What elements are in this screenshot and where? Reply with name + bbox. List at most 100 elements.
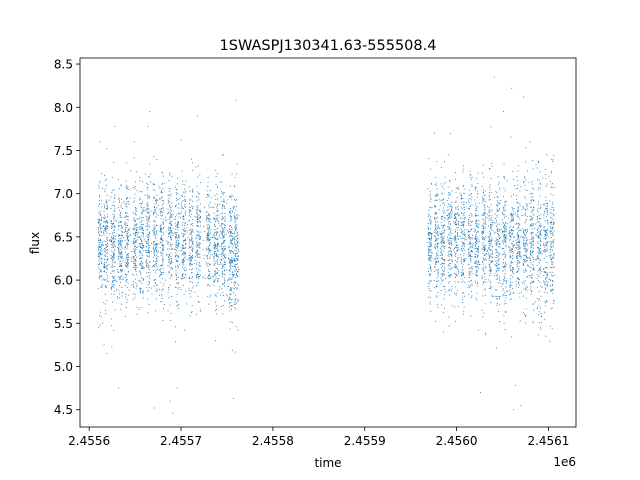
data-point	[463, 313, 464, 315]
data-point	[503, 222, 505, 224]
data-point	[518, 287, 519, 288]
data-point	[223, 263, 225, 265]
data-point	[188, 247, 190, 249]
data-point	[441, 233, 442, 235]
data-point	[449, 228, 450, 230]
data-point	[505, 286, 507, 288]
data-point	[206, 256, 208, 258]
data-point	[455, 238, 457, 239]
data-point	[489, 264, 491, 266]
data-point	[148, 235, 150, 237]
data-point	[104, 271, 105, 273]
data-point	[147, 218, 149, 220]
data-point	[538, 247, 540, 249]
data-point	[135, 209, 137, 211]
data-point	[145, 287, 147, 289]
data-point	[127, 266, 128, 268]
data-point	[217, 247, 219, 249]
data-point	[478, 245, 480, 247]
data-point	[442, 226, 444, 228]
data-point	[153, 155, 155, 157]
data-point	[509, 286, 511, 288]
data-point	[519, 230, 521, 232]
data-point	[153, 251, 155, 253]
data-point	[156, 244, 158, 246]
data-point	[498, 252, 500, 254]
data-point	[141, 228, 143, 230]
data-point	[447, 265, 449, 267]
data-point	[217, 278, 219, 280]
data-point	[545, 235, 546, 237]
data-point	[139, 263, 141, 265]
data-point	[210, 207, 212, 209]
data-point	[451, 216, 453, 218]
data-point	[107, 215, 109, 217]
data-point	[451, 210, 453, 212]
data-point	[512, 234, 514, 236]
data-point	[177, 225, 178, 227]
data-point	[483, 194, 485, 196]
data-point	[100, 228, 101, 230]
data-point	[235, 298, 237, 300]
data-point	[218, 244, 219, 245]
data-point	[112, 190, 114, 192]
data-point	[208, 249, 210, 251]
data-point	[215, 170, 217, 172]
data-point	[155, 251, 157, 253]
data-point	[224, 227, 226, 229]
data-point	[163, 223, 165, 224]
data-point	[176, 192, 178, 194]
data-point	[546, 301, 548, 303]
data-point	[552, 194, 554, 196]
data-point	[136, 171, 138, 173]
data-point	[456, 213, 458, 215]
data-point	[235, 269, 237, 271]
data-point	[168, 234, 170, 236]
data-point	[236, 253, 238, 255]
data-point	[120, 308, 122, 310]
data-point	[111, 285, 113, 287]
data-point	[215, 263, 217, 264]
data-point	[428, 234, 429, 236]
data-point	[158, 186, 160, 188]
data-point	[142, 292, 144, 294]
data-point	[484, 236, 486, 238]
data-point	[167, 265, 169, 266]
data-point	[126, 281, 128, 283]
data-point	[482, 316, 484, 318]
data-point	[437, 242, 439, 244]
data-point	[155, 231, 157, 233]
data-point	[136, 256, 138, 258]
data-point	[512, 218, 514, 220]
data-point	[225, 233, 227, 235]
data-point	[237, 260, 239, 261]
data-point	[146, 262, 148, 264]
data-point	[504, 231, 506, 233]
data-point	[551, 212, 553, 214]
data-point	[103, 231, 104, 233]
data-point	[141, 224, 143, 226]
data-point	[221, 229, 223, 231]
data-point	[234, 298, 236, 300]
data-point	[197, 276, 199, 278]
data-point	[113, 189, 115, 191]
data-point	[489, 241, 490, 242]
data-point	[512, 243, 514, 245]
data-point	[538, 189, 540, 191]
data-point	[170, 244, 172, 246]
data-point	[232, 273, 234, 275]
data-point	[230, 298, 232, 300]
data-point	[455, 247, 457, 249]
data-point	[222, 251, 224, 253]
data-point	[140, 274, 142, 276]
data-point	[484, 227, 486, 229]
data-point	[236, 234, 238, 236]
data-point	[120, 240, 122, 242]
data-point	[532, 322, 534, 324]
data-point	[484, 247, 485, 248]
data-point	[126, 301, 128, 303]
data-point	[169, 245, 171, 247]
data-point	[142, 292, 144, 293]
data-point	[171, 274, 173, 276]
data-point	[463, 224, 465, 226]
